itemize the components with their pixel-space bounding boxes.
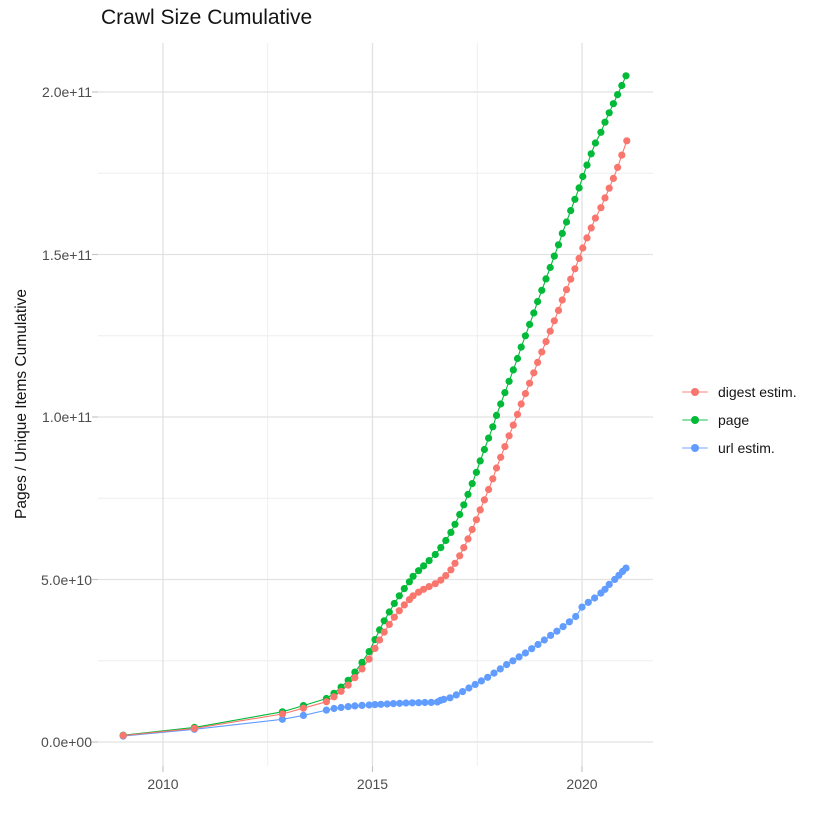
chart-title: Crawl Size Cumulative	[101, 6, 313, 29]
series-url-estim-points	[119, 564, 630, 740]
y-tick-label: 0.0e+00	[41, 734, 92, 750]
legend-item-digest-estim: digest estim.	[682, 380, 797, 403]
legend-point-icon	[691, 387, 699, 396]
series-page-points	[119, 72, 630, 739]
axis-ticks	[92, 91, 583, 772]
y-tick-label: 1.0e+11	[42, 409, 92, 425]
y-axis-title: Pages / Unique Items Cumulative	[13, 288, 30, 520]
legend-point-icon	[691, 443, 699, 452]
gridlines-major	[98, 43, 653, 766]
y-tick-label: 2.0e+11	[42, 84, 92, 100]
x-tick-label: 2015	[356, 776, 389, 792]
legend-key-digest-estim	[682, 384, 708, 400]
x-tick-label: 2010	[147, 776, 179, 792]
legend-item-page: page	[682, 408, 797, 431]
x-tick-label: 2020	[566, 776, 598, 792]
gridlines-minor	[98, 43, 653, 766]
legend-label-url-estim: url estim.	[718, 439, 775, 456]
legend-item-url-estim: url estim.	[682, 436, 797, 459]
y-tick-label: 1.5e+11	[42, 246, 92, 263]
legend-point-icon	[691, 415, 699, 424]
legend-key-page	[682, 412, 708, 428]
series-digest-estim-points	[119, 137, 631, 740]
y-tick-label: 5.0e+10	[41, 571, 92, 588]
series-url-estim-line	[123, 567, 627, 737]
legend-key-url-estim	[682, 440, 708, 456]
legend: digest estim. page url estim.	[682, 380, 797, 459]
legend-label-digest-estim: digest estim.	[718, 383, 797, 400]
legend-label-page: page	[718, 411, 750, 428]
